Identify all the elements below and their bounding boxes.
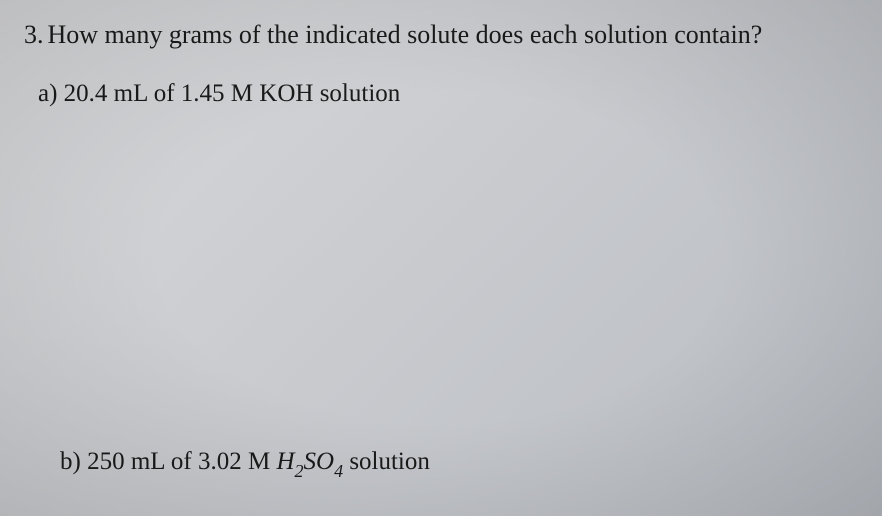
question-text: How many grams of the indicated solute d… bbox=[48, 20, 763, 49]
part-b-volume: 250 mL bbox=[87, 448, 165, 475]
formula-h: H bbox=[276, 448, 294, 475]
vignette-overlay bbox=[0, 0, 882, 516]
formula-so: SO bbox=[304, 448, 335, 475]
part-a-volume: 20.4 mL bbox=[64, 80, 148, 107]
part-b-of: of bbox=[171, 448, 192, 475]
part-b-formula: H2SO4 bbox=[276, 448, 343, 475]
part-a-suffix: solution bbox=[320, 80, 401, 107]
part-a-label: a) bbox=[38, 80, 57, 107]
part-a: a) 20.4 mL of 1.45 M KOH solution bbox=[38, 80, 858, 108]
part-b-concentration: 3.02 M bbox=[198, 448, 270, 475]
part-b-suffix: solution bbox=[349, 448, 430, 475]
formula-sub2: 4 bbox=[334, 461, 343, 481]
part-b: b) 250 mL of 3.02 M H2SO4 solution bbox=[60, 448, 858, 480]
question-number: 3. bbox=[24, 20, 44, 49]
part-a-solute: KOH bbox=[259, 80, 313, 107]
part-b-label: b) bbox=[60, 448, 81, 475]
part-a-of: of bbox=[154, 80, 175, 107]
formula-sub1: 2 bbox=[295, 461, 304, 481]
part-a-concentration: 1.45 M bbox=[181, 80, 253, 107]
question-line: 3. How many grams of the indicated solut… bbox=[24, 18, 858, 52]
